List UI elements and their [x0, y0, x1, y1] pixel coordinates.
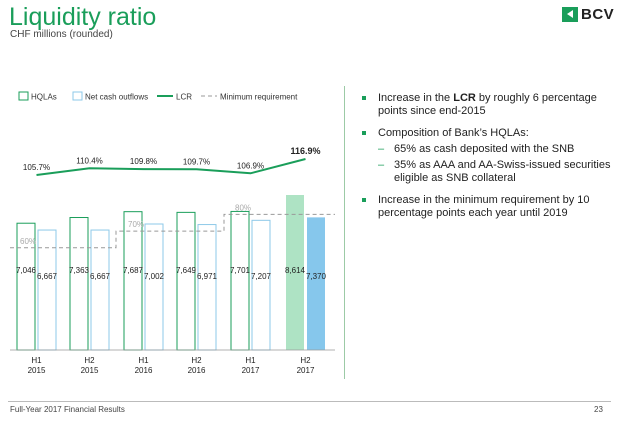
logo-text: BCV [581, 6, 615, 23]
vertical-divider [344, 86, 345, 379]
sub-bullet-text: 35% as AAA and AA-Swiss-issued securitie… [394, 159, 611, 184]
bar-hqlas [69, 217, 89, 351]
bar-value-label: 7,370 [306, 272, 327, 281]
legend-swatch-net-cash-outflows [72, 91, 83, 101]
dash-icon: – [378, 159, 385, 171]
bar-net-cash-outflows [251, 219, 271, 351]
bar-value-label: 6,667 [37, 272, 58, 281]
legend-label: HQLAs [31, 93, 57, 102]
sub-bullet-item: – 35% as AAA and AA-Swiss-issued securit… [378, 159, 612, 185]
x-tick-label: 2016 [135, 366, 153, 375]
lcr-value-label: 106.9% [237, 161, 264, 170]
page-subtitle: CHF millions (rounded) [10, 29, 113, 40]
x-tick-label: 2015 [81, 366, 99, 375]
sub-bullet-item: – 65% as cash deposited with the SNB [378, 143, 612, 156]
x-tick-label: H1 [31, 356, 42, 365]
lcr-value-label: 110.4% [76, 156, 103, 165]
legend-label: Net cash outflows [85, 93, 148, 102]
bcv-logo-icon [562, 7, 578, 22]
dash-icon: – [378, 143, 385, 155]
x-tick-label: 2015 [28, 366, 46, 375]
legend-swatch-hqlas [18, 91, 29, 101]
lcr-value-label: 105.7% [23, 163, 50, 172]
bar-hqlas [176, 211, 196, 351]
minimum-requirement-label: 60% [20, 237, 36, 246]
x-tick-label: H1 [245, 356, 256, 365]
x-tick-label: 2017 [242, 366, 260, 375]
bullet-text: Increase in the minimum requirement by 1… [378, 194, 590, 219]
bullet-marker-icon [362, 96, 366, 100]
x-tick-label: H2 [84, 356, 95, 365]
bullet-text: Composition of Bank’s HQLAs: [378, 127, 529, 139]
page-number: 23 [594, 405, 603, 414]
bar-net-cash-outflows [197, 224, 217, 351]
legend-label: LCR [176, 93, 192, 102]
bullet-item: Composition of Bank’s HQLAs: – 65% as ca… [362, 127, 612, 185]
bar-value-label: 7,701 [230, 266, 251, 275]
bar-net-cash-outflows [90, 229, 110, 351]
bullet-marker-icon [362, 198, 366, 202]
bar-value-label: 7,649 [176, 266, 197, 275]
bullet-item: Increase in the minimum requirement by 1… [362, 194, 612, 220]
liquidity-chart: HQLAs Net cash outflows LCR Minimum require… [10, 91, 335, 375]
bcv-logo: BCV [562, 6, 614, 23]
bar-net-cash-outflows [307, 217, 325, 350]
bar-hqlas [230, 210, 250, 351]
bar-value-label: 8,614 [285, 266, 306, 275]
x-tick-label: 2017 [297, 366, 315, 375]
footer-text: Full-Year 2017 Financial Results [10, 405, 125, 414]
sub-bullet-text: 65% as cash deposited with the SNB [394, 143, 575, 155]
bar-value-label: 7,046 [16, 266, 37, 275]
bar-value-label: 6,667 [90, 272, 111, 281]
bar-value-label: 7,363 [69, 266, 90, 275]
bullet-marker-icon [362, 131, 366, 135]
page-title: Liquidity ratio [9, 3, 157, 31]
bar-value-label: 7,002 [144, 272, 165, 281]
bullet-item: Increase in the LCR by roughly 6 percent… [362, 92, 612, 118]
bullet-bold-text: LCR [453, 92, 476, 104]
bar-net-cash-outflows [144, 223, 164, 351]
x-tick-label: H1 [138, 356, 149, 365]
bar-value-label: 6,971 [197, 272, 218, 281]
lcr-value-label: 109.7% [183, 157, 210, 166]
lcr-value-label: 109.8% [130, 157, 157, 166]
bullet-list: Increase in the LCR by roughly 6 percent… [362, 92, 612, 229]
bar-value-label: 7,207 [251, 272, 272, 281]
legend-label: Minimum requirement [220, 93, 298, 102]
x-tick-label: H2 [191, 356, 202, 365]
bullet-text: Increase in the [378, 92, 454, 104]
x-tick-label: 2016 [188, 366, 206, 375]
minimum-requirement-label: 70% [128, 220, 144, 229]
lcr-line [36, 158, 306, 176]
minimum-requirement-label: 80% [235, 203, 251, 212]
bullet-text: by roughly 6 percentage points since end… [378, 92, 597, 117]
bar-hqlas [286, 195, 304, 350]
bar-hqlas [123, 211, 143, 351]
lcr-value-label: 116.9% [290, 146, 320, 156]
x-tick-label: H2 [300, 356, 311, 365]
bar-value-label: 7,687 [123, 266, 144, 275]
footer-divider [8, 401, 611, 402]
minimum-requirement-line [10, 213, 335, 249]
